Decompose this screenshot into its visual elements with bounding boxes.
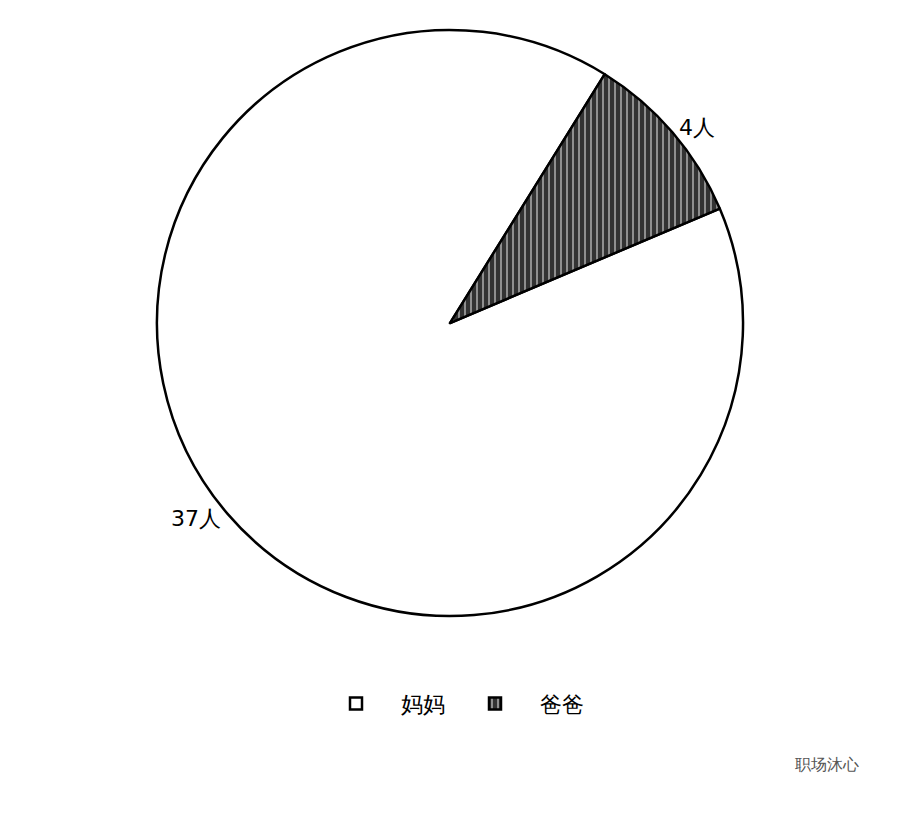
svg-text:爸爸: 爸爸 [540, 692, 584, 717]
svg-text:妈妈: 妈妈 [401, 692, 445, 717]
svg-text:37人: 37人 [171, 506, 221, 531]
svg-text:职场沐心: 职场沐心 [795, 755, 859, 774]
svg-text:4人: 4人 [679, 115, 715, 140]
